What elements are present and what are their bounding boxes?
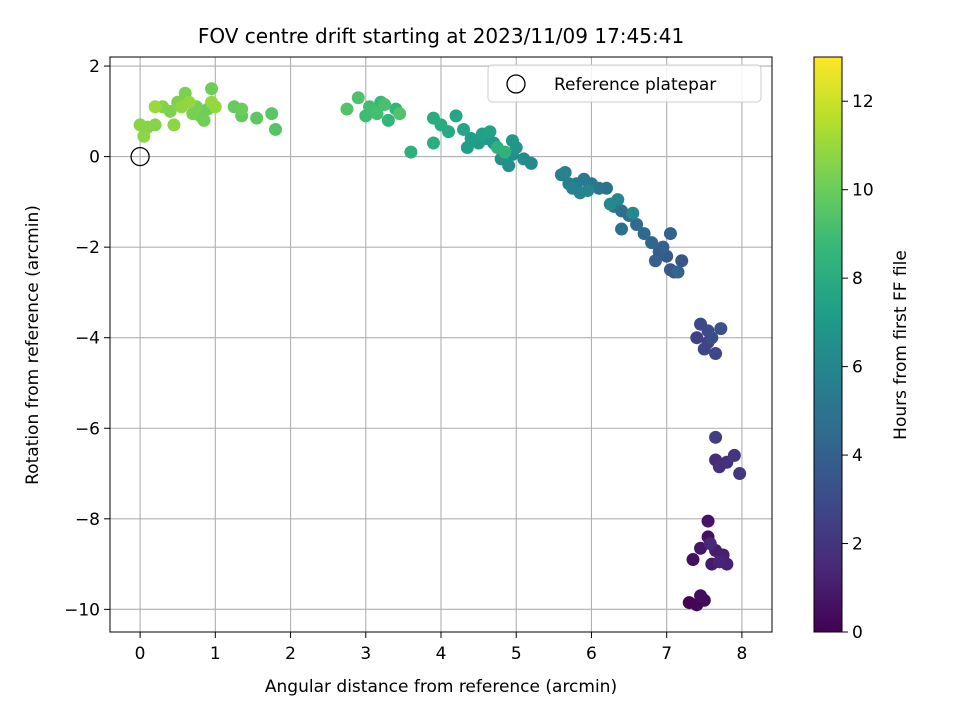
data-point	[426, 111, 440, 125]
data-point	[340, 102, 354, 116]
x-tick-label: 1	[210, 644, 221, 664]
data-point	[690, 331, 704, 345]
x-axis-label: Angular distance from reference (arcmin)	[265, 677, 617, 697]
colorbar-tick-label: 10	[852, 181, 874, 201]
data-point	[686, 553, 700, 567]
data-point	[637, 227, 651, 241]
data-point	[393, 107, 407, 121]
x-tick-label: 7	[661, 644, 672, 664]
data-point	[449, 109, 463, 123]
data-point	[656, 240, 670, 254]
y-tick-label: 0	[89, 148, 100, 168]
y-tick-label: 2	[89, 57, 100, 77]
data-point	[498, 145, 512, 159]
data-point	[709, 430, 723, 444]
colorbar-tick-label: 2	[852, 535, 863, 555]
data-point	[197, 113, 211, 127]
colorbar-label: Hours from first FF file	[891, 250, 911, 440]
data-point	[603, 197, 617, 211]
data-point	[235, 102, 249, 116]
x-tick-label: 2	[285, 644, 296, 664]
y-tick-label: −8	[75, 510, 100, 530]
data-point	[694, 589, 708, 603]
legend-box	[487, 64, 762, 103]
data-point	[167, 118, 181, 132]
data-point	[697, 342, 711, 356]
y-tick-label: −4	[75, 329, 100, 349]
data-point	[378, 98, 392, 112]
data-point	[733, 467, 747, 481]
data-point	[558, 165, 572, 179]
y-axis-ticks: 2 0 −2 −4 −6 −8 −10	[64, 57, 110, 620]
data-point	[133, 118, 147, 132]
chart-title: FOV centre drift starting at 2023/11/09 …	[198, 24, 684, 48]
legend-entry-reference: Reference platepar	[554, 75, 716, 95]
data-point	[727, 448, 741, 462]
data-point	[351, 91, 365, 105]
y-tick-label: −10	[64, 600, 100, 620]
colorbar-ticks: 0 2 4 6 8 10 12	[842, 92, 874, 643]
data-point	[186, 107, 200, 121]
colorbar-tick-label: 4	[852, 446, 863, 466]
x-tick-label: 6	[586, 644, 597, 664]
x-tick-label: 5	[511, 644, 522, 664]
data-point	[626, 206, 640, 220]
data-point	[404, 145, 418, 159]
data-point	[581, 184, 595, 198]
data-point	[714, 322, 728, 336]
data-point	[701, 514, 715, 528]
colorbar-tick-label: 6	[852, 358, 863, 378]
colorbar: 0 2 4 6 8 10 12 Hours from first FF file	[813, 56, 911, 643]
data-point	[709, 347, 723, 361]
x-axis-ticks: 0 1 2 3 4 5 6 7 8	[135, 632, 747, 664]
data-point	[269, 122, 282, 136]
data-point	[675, 254, 689, 268]
y-tick-label: −2	[75, 238, 100, 258]
data-point	[615, 222, 629, 236]
data-point	[705, 331, 719, 345]
legend-reference-marker	[506, 74, 526, 94]
data-point	[505, 134, 519, 148]
data-point	[381, 113, 395, 127]
data-point	[517, 152, 531, 166]
data-point	[694, 541, 708, 555]
data-point	[370, 107, 384, 121]
data-point	[137, 129, 151, 143]
data-point	[208, 100, 222, 114]
data-point	[663, 227, 677, 241]
legend: Reference platepar	[487, 64, 762, 103]
data-point	[205, 82, 219, 96]
data-point	[250, 111, 264, 125]
scatter-points	[133, 82, 747, 612]
data-point	[630, 218, 644, 232]
x-tick-label: 0	[135, 644, 146, 664]
data-point	[671, 265, 685, 279]
y-axis-label: Rotation from reference (arcmin)	[23, 205, 43, 485]
x-tick-label: 8	[736, 644, 747, 664]
data-point	[703, 537, 717, 551]
data-point	[460, 141, 474, 155]
data-point	[182, 95, 196, 109]
x-tick-label: 3	[360, 644, 371, 664]
colorbar-tick-label: 8	[852, 269, 863, 289]
data-point	[483, 125, 497, 139]
x-tick-label: 4	[436, 644, 447, 664]
data-point	[648, 254, 662, 268]
data-point	[645, 236, 659, 250]
data-point	[712, 555, 726, 569]
y-tick-label: −6	[75, 419, 100, 439]
colorbar-tick-label: 0	[852, 623, 863, 643]
reference-marker	[130, 146, 150, 167]
colorbar-gradient	[813, 56, 843, 633]
data-point	[148, 100, 162, 114]
data-point	[426, 136, 440, 150]
grid-lines	[110, 57, 772, 632]
reference-platepar-point	[130, 146, 150, 167]
data-point	[457, 122, 471, 136]
data-point	[265, 107, 279, 121]
colorbar-tick-label: 12	[852, 92, 874, 112]
